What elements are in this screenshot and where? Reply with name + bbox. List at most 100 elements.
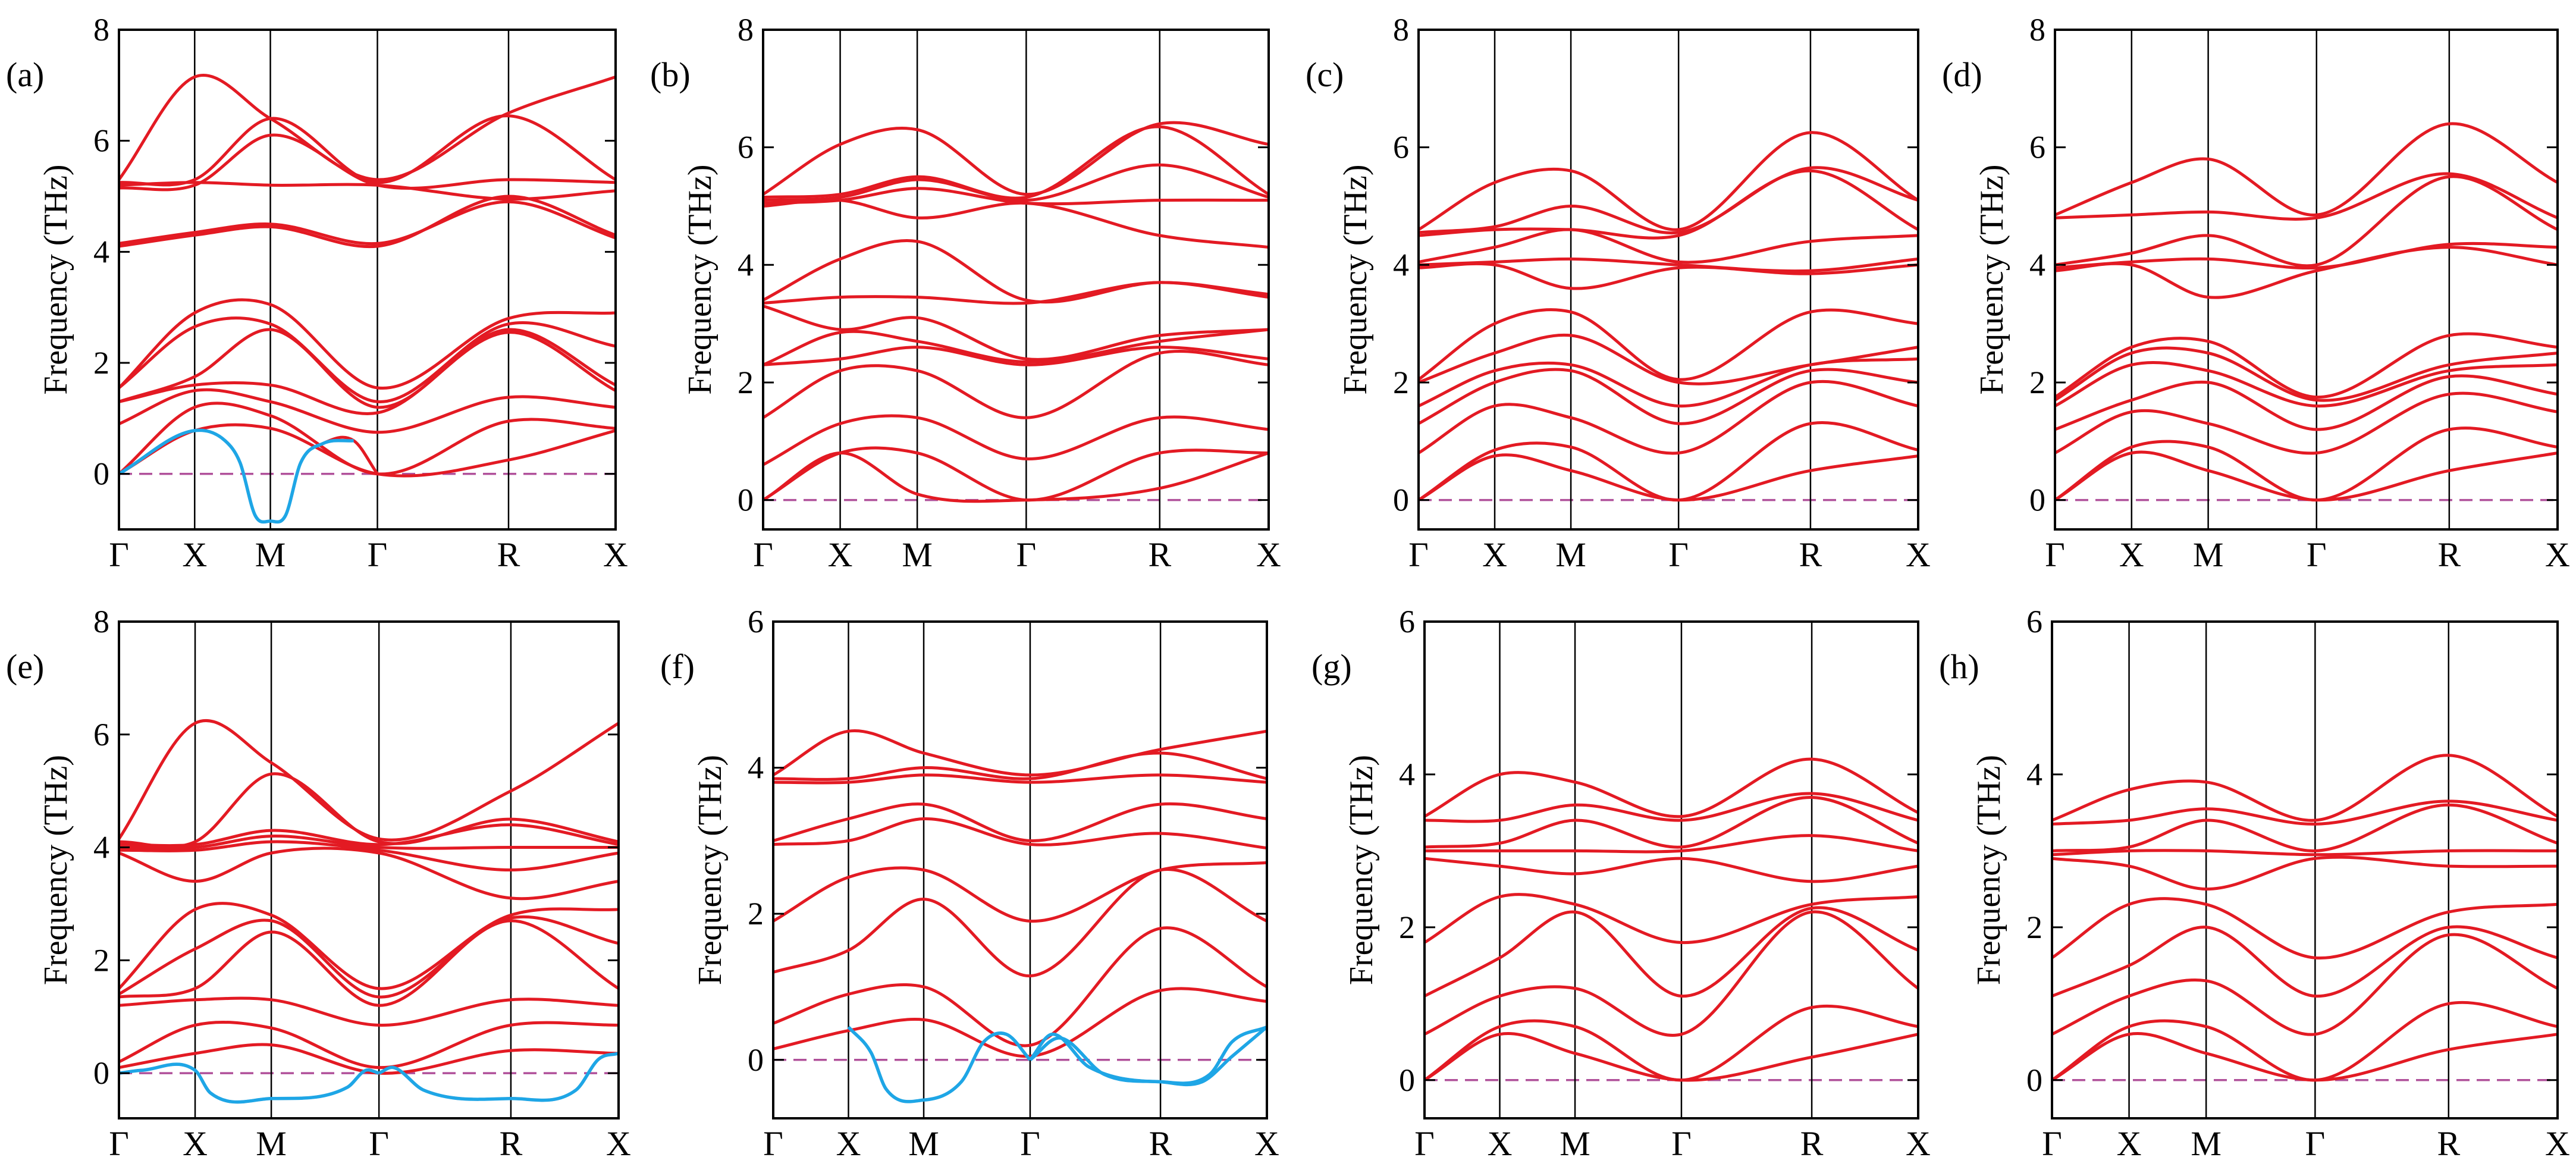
y-tick-label: 6 [93, 717, 109, 752]
kpoint-label: Γ [2045, 535, 2065, 574]
phonon-band [2054, 450, 2558, 502]
phonon-band [2051, 933, 2559, 1036]
y-tick-label: 0 [93, 456, 109, 492]
kpoint-label: R [2438, 535, 2461, 574]
phonon-band [2054, 360, 2558, 408]
phonon-band [762, 239, 1269, 304]
kpoint-label: R [500, 1124, 523, 1163]
y-tick-label: 2 [2026, 910, 2042, 945]
phonon-band [1424, 792, 1919, 823]
kpoint-label: M [908, 1124, 939, 1163]
y-tick-label: 0 [93, 1055, 109, 1091]
y-tick-label: 4 [748, 750, 764, 786]
kpoint-label: Γ [2305, 1124, 2326, 1163]
phonon-band [1423, 1032, 1919, 1082]
imaginary-mode [378, 1052, 619, 1102]
phonon-band [1424, 795, 1919, 849]
phonon-band [1417, 131, 1919, 231]
y-tick-label: 8 [738, 12, 754, 48]
phonon-band [118, 388, 616, 434]
phonon-band [2051, 849, 2558, 857]
phonon-band [2051, 925, 2558, 998]
y-tick-label: 8 [93, 12, 109, 48]
phonon-band [118, 316, 616, 403]
phonon-band [118, 840, 619, 872]
kpoint-label: X [182, 535, 207, 574]
kpoint-label: Γ [1016, 535, 1037, 574]
kpoint-label: X [1482, 535, 1507, 574]
kpoint-label: R [1149, 1124, 1172, 1163]
y-tick-label: 0 [1393, 482, 1409, 518]
phonon-band [1417, 368, 1919, 425]
y-axis-label: Frequency (THz) [692, 755, 729, 985]
imaginary-mode [1029, 1026, 1268, 1087]
y-tick-label: 4 [2026, 757, 2042, 792]
phonon-band [2054, 332, 2558, 399]
kpoint-label: Γ [109, 535, 129, 574]
y-tick-label: 0 [748, 1042, 764, 1078]
phonon-band [118, 996, 619, 1027]
kpoint-label: Γ [1414, 1124, 1435, 1163]
imaginary-mode [847, 1026, 1032, 1103]
phonon-band [762, 414, 1269, 466]
phonon-band [118, 195, 616, 249]
phonon-band [1425, 834, 1919, 854]
phonon-band [118, 200, 616, 246]
panel-label: (e) [6, 647, 44, 686]
phonon-band [773, 802, 1267, 842]
y-tick-label: 6 [2029, 130, 2045, 165]
y-tick-label: 6 [93, 123, 109, 159]
phonon-band [1417, 380, 1919, 455]
phonon-band [762, 121, 1269, 196]
kpoint-label: R [2437, 1124, 2460, 1163]
phonon-band [118, 823, 619, 848]
y-tick-label: 6 [2026, 604, 2042, 639]
imaginary-mode [118, 428, 354, 524]
plot-frame [118, 29, 617, 531]
phonon-band [2051, 799, 2558, 826]
kpoint-label: X [2545, 535, 2570, 574]
plot-frame [1423, 620, 1919, 1119]
phonon-band [762, 350, 1269, 419]
kpoint-label: M [902, 535, 933, 574]
y-tick-label: 6 [1399, 604, 1415, 639]
y-axis-label: Frequency (THz) [37, 755, 74, 985]
phonon-band [1424, 857, 1919, 883]
phonon-band [762, 451, 1269, 503]
phonon-band [1418, 257, 1919, 273]
panel-label: (h) [1939, 647, 1979, 686]
kpoint-label: X [1254, 1124, 1279, 1163]
phonon-band [118, 902, 619, 990]
panel-label: (d) [1942, 55, 1982, 94]
kpoint-label: X [603, 535, 628, 574]
y-tick-label: 4 [1399, 757, 1415, 792]
phonon-band [2054, 172, 2558, 221]
y-tick-label: 2 [93, 345, 109, 381]
phonon-band [118, 428, 379, 523]
phonon-band [2054, 391, 2558, 455]
kpoint-label: M [2193, 535, 2224, 574]
phonon-band [2054, 346, 2558, 402]
kpoint-label: Γ [368, 535, 388, 574]
panel-g: 0 2 4 6 Γ X M Γ R X Frequency (THz) (g) [1311, 604, 1931, 1163]
phonon-band [763, 198, 1269, 249]
kpoint-label: M [1555, 535, 1586, 574]
y-tick-label: 2 [738, 365, 754, 400]
kpoint-label: Γ [1020, 1124, 1040, 1163]
phonon-band [763, 346, 1269, 366]
phonon-band [763, 125, 1270, 200]
kpoint-label: X [1256, 535, 1281, 574]
kpoint-label: M [256, 1124, 287, 1163]
phonon-band [2051, 1032, 2558, 1082]
y-axis-label: Frequency (THz) [1971, 755, 2007, 985]
kpoint-label: Γ [2042, 1124, 2062, 1163]
phonon-band [2051, 897, 2558, 959]
phonon-band [1423, 910, 1919, 1037]
phonon-band [118, 1043, 619, 1075]
phonon-band [1417, 421, 1919, 502]
phonon-band [118, 846, 619, 901]
kpoint-label: Γ [109, 1124, 129, 1163]
phonon-band [1423, 1004, 1919, 1082]
imaginary-mode [118, 1062, 379, 1104]
